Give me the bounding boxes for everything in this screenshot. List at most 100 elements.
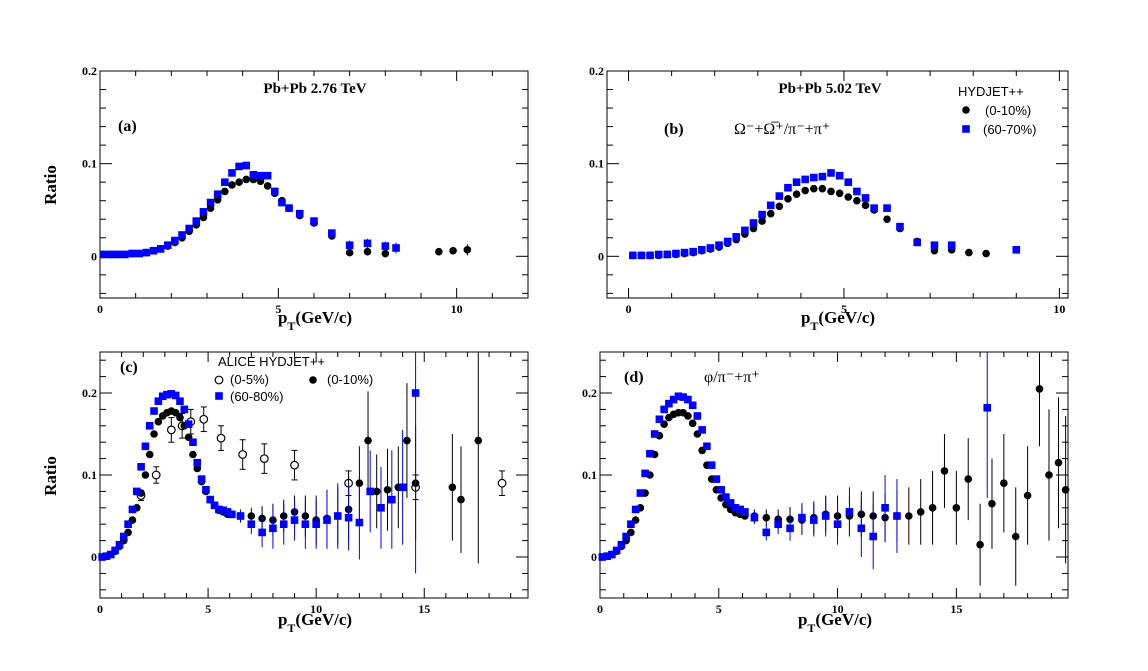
- data-point: [228, 181, 236, 189]
- data-point: [119, 532, 128, 541]
- data-point: [184, 420, 193, 428]
- data-point: [821, 512, 830, 520]
- data-point: [758, 217, 766, 225]
- y-tick-label: 0.1: [82, 468, 97, 482]
- data-point: [323, 516, 331, 524]
- legend-title: HYDJET++: [958, 84, 1024, 99]
- data-point: [199, 414, 209, 424]
- x-tick-label: 10: [1053, 302, 1065, 316]
- data-point: [242, 161, 251, 170]
- data-point: [741, 508, 749, 516]
- data-point: [758, 210, 766, 219]
- panel-label: (b): [664, 121, 684, 138]
- data-point: [1012, 246, 1021, 254]
- data-point: [774, 520, 782, 528]
- data-point: [449, 246, 457, 255]
- data-point: [629, 251, 637, 260]
- data-point: [646, 449, 654, 458]
- data-point: [857, 524, 866, 533]
- data-point: [106, 250, 115, 259]
- data-point: [167, 390, 176, 398]
- data-point: [762, 513, 771, 522]
- data-point: [636, 489, 645, 497]
- data-point: [913, 238, 922, 247]
- data-point: [798, 513, 806, 522]
- data-point: [392, 244, 400, 252]
- x-tick-label: 5: [205, 602, 211, 616]
- y-axis-label: Ratio: [41, 165, 60, 205]
- data-point: [171, 391, 180, 400]
- data-point: [712, 475, 721, 483]
- data-point: [111, 546, 119, 555]
- data-point: [132, 487, 141, 496]
- data-point: [189, 450, 197, 459]
- data-point: [383, 485, 392, 494]
- data-point: [1054, 458, 1063, 467]
- data-point: [612, 546, 621, 555]
- data-point: [732, 233, 741, 241]
- data-point: [827, 169, 835, 177]
- data-point: [1011, 532, 1020, 541]
- data-point: [149, 246, 158, 255]
- data-point: [185, 224, 193, 233]
- data-point: [818, 184, 827, 193]
- data-point: [775, 202, 784, 211]
- data-point: [150, 407, 158, 415]
- panel-d: 0 5 10 15 0 0.1 0.2 pT(GeV/c): [582, 351, 1070, 635]
- data-point: [151, 470, 161, 480]
- panel-label: (d): [624, 369, 644, 386]
- data-point: [869, 532, 877, 541]
- data-point: [861, 194, 870, 202]
- legend-entry: (0-5%): [230, 372, 269, 387]
- x-tick-label: 15: [418, 602, 430, 616]
- data-point: [193, 464, 202, 473]
- data-point: [669, 395, 678, 404]
- data-point: [98, 553, 106, 561]
- data-point: [216, 433, 226, 443]
- data-point: [381, 249, 390, 258]
- data-point: [278, 198, 286, 207]
- data-point: [982, 249, 990, 258]
- data-point: [223, 508, 232, 516]
- y-tick-label: 0.1: [82, 157, 97, 171]
- data-point: [411, 389, 420, 397]
- data-point: [637, 251, 646, 260]
- x-axis-label: pT(GeV/c): [278, 610, 352, 635]
- data-point: [1000, 479, 1008, 488]
- data-point: [156, 245, 165, 253]
- x-tick-label: 5: [841, 302, 847, 316]
- data-point: [684, 412, 692, 420]
- data-point: [150, 430, 158, 438]
- series-square-1: [629, 169, 1021, 260]
- data-point: [256, 171, 265, 180]
- panel-c: 0 5 10 15 0 0.1 0.2 pT(GeV/c) Ratio: [41, 351, 529, 635]
- data-point: [269, 524, 277, 533]
- data-point: [896, 222, 904, 231]
- data-point: [258, 528, 266, 537]
- data-point: [388, 495, 396, 504]
- data-point: [952, 504, 961, 512]
- data-point: [833, 520, 842, 528]
- data-point: [285, 204, 293, 212]
- data-point: [965, 248, 973, 257]
- data-point: [249, 170, 258, 179]
- data-point: [163, 390, 171, 399]
- data-point: [654, 250, 663, 259]
- data-point: [141, 471, 150, 479]
- data-point: [940, 467, 949, 475]
- data-point: [497, 478, 507, 488]
- data-point: [141, 442, 150, 451]
- data-point: [366, 487, 375, 496]
- data-point: [603, 552, 611, 560]
- data-point: [706, 244, 715, 252]
- x-tick-label: 10: [310, 602, 322, 616]
- data-point: [154, 417, 163, 426]
- x-tick-label: 10: [451, 302, 463, 316]
- data-point: [121, 250, 129, 259]
- data-point: [333, 512, 342, 520]
- data-point: [722, 493, 730, 501]
- panel-label: (a): [118, 118, 137, 135]
- data-point: [215, 505, 223, 514]
